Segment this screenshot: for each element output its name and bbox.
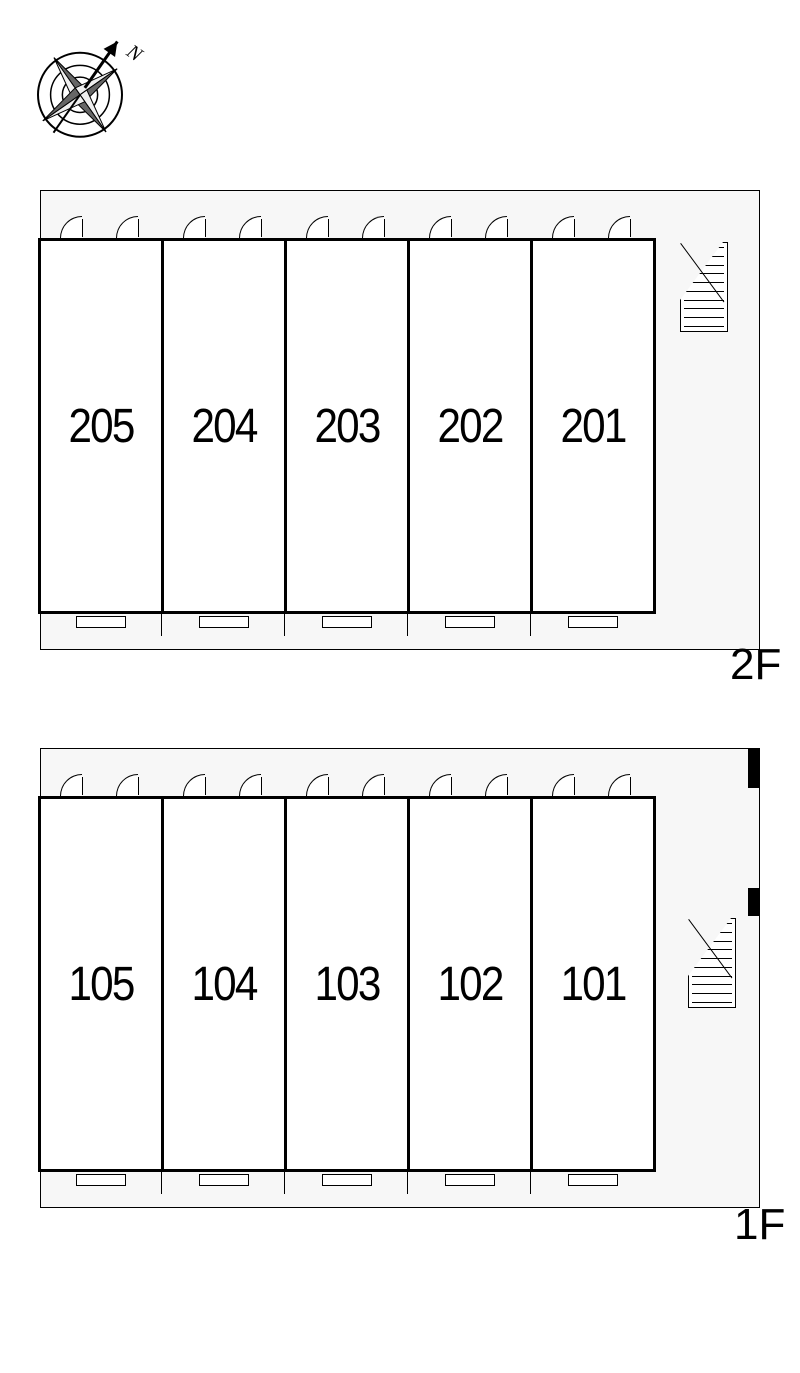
door-stub [574,777,575,795]
unit-label: 203 [314,399,379,454]
wall-stub [284,1172,285,1194]
floor-label: 2F [730,640,781,690]
balcony-icon [322,1174,372,1186]
stairs-icon [688,918,736,1008]
unit-label: 103 [314,957,379,1012]
unit-103: 103 [284,796,410,1172]
unit-label: 201 [560,399,625,454]
unit-label: 205 [68,399,133,454]
unit-203: 203 [284,238,410,614]
door-stub [451,219,452,237]
door-stub [507,219,508,237]
unit-104: 104 [161,796,287,1172]
balcony-icon [322,616,372,628]
wall-stub [284,614,285,636]
floor-2f: 205 204 203 202 201 [40,190,780,670]
unit-101: 101 [530,796,656,1172]
unit-202: 202 [407,238,533,614]
compass-rose: N [24,8,164,148]
unit-102: 102 [407,796,533,1172]
balcony-icon [568,616,618,628]
balcony-icon [76,1174,126,1186]
unit-205: 205 [38,238,164,614]
door-stub [82,777,83,795]
door-stub [138,219,139,237]
unit-label: 105 [68,957,133,1012]
unit-label: 104 [191,957,256,1012]
door-stub [328,777,329,795]
floor-label: 1F [734,1200,785,1250]
door-stub [451,777,452,795]
unit-label: 202 [437,399,502,454]
wall-stub [407,614,408,636]
door-stub [507,777,508,795]
door-stub [328,219,329,237]
balcony-icon [445,616,495,628]
door-stub [574,219,575,237]
door-stub [82,219,83,237]
door-stub [205,777,206,795]
door-stub [138,777,139,795]
units-row: 205 204 203 202 201 [38,238,656,614]
wall-stub [530,1172,531,1194]
unit-label: 102 [437,957,502,1012]
wall-stub [530,614,531,636]
door-stub [630,777,631,795]
door-stub [261,777,262,795]
door-stub [384,219,385,237]
unit-label: 101 [560,957,625,1012]
balcony-icon [445,1174,495,1186]
balcony-icon [568,1174,618,1186]
stairs-icon [680,242,728,332]
wall-block [748,748,760,788]
units-row: 105 104 103 102 101 [38,796,656,1172]
balcony-icon [199,616,249,628]
wall-block [748,888,760,916]
unit-105: 105 [38,796,164,1172]
balcony-icon [199,1174,249,1186]
unit-label: 204 [191,399,256,454]
unit-204: 204 [161,238,287,614]
unit-201: 201 [530,238,656,614]
floorplan-page: N 205 204 203 202 201 105 104 103 102 101 2F 1F [0,0,800,1373]
door-stub [630,219,631,237]
door-stub [205,219,206,237]
door-stub [384,777,385,795]
svg-text:N: N [122,40,148,67]
floor-1f: 105 104 103 102 101 [40,748,780,1228]
wall-stub [161,614,162,636]
balcony-icon [76,616,126,628]
door-stub [261,219,262,237]
wall-stub [161,1172,162,1194]
wall-stub [407,1172,408,1194]
